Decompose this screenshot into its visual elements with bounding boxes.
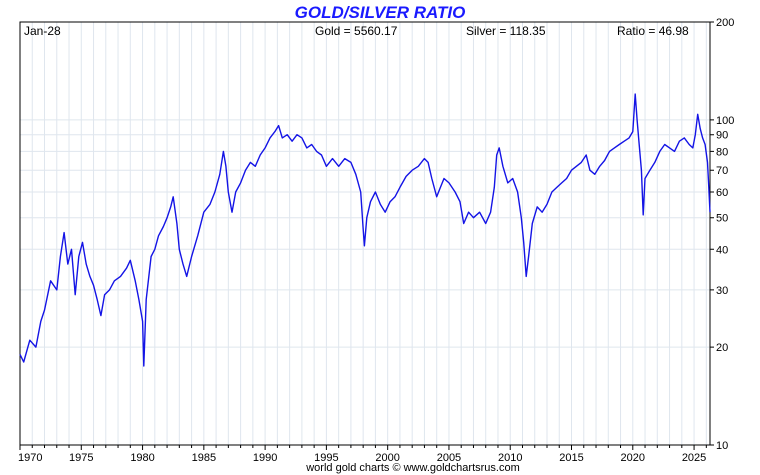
y-tick-label: 70 [716,165,728,177]
y-tick-label: 30 [716,285,728,297]
header-gold-price: Gold = 5560.17 [315,24,398,38]
x-tick-label: 2005 [437,452,461,464]
grid-lines [19,22,710,445]
y-tick-label: 20 [716,342,728,354]
x-tick-label: 1990 [253,452,277,464]
y-tick-label: 90 [716,130,728,142]
y-tick-label: 50 [716,213,728,225]
x-tick-label: 1995 [314,452,338,464]
credit-text: world gold charts © www.goldchartsrus.co… [305,462,520,474]
y-tick-label: 200 [716,17,734,29]
series-layer [19,93,711,367]
y-tick-label: 80 [716,146,728,158]
x-tick-label: 1975 [69,452,93,464]
x-tick-label: 2015 [559,452,583,464]
x-tick-label: 1985 [192,452,216,464]
x-tick-label: 2020 [621,452,645,464]
y-tick-label: 100 [716,115,734,127]
chart-title: GOLD/SILVER RATIO [295,3,466,22]
header-silver-price: Silver = 118.35 [466,24,546,38]
x-axis: 1970 1975 1980 1985 1990 1995 2000 2005 2010 2015… [18,445,707,464]
y-tick-label: 40 [716,244,728,256]
x-tick-label: 2010 [498,452,522,464]
y-axis: 200 100 90 80 70 60 50 40 30 20 10 [710,17,734,452]
y-tick-label: 10 [716,440,728,452]
header-date: Jan-28 [24,24,61,38]
x-tick-label: 1980 [130,452,154,464]
header-ratio-value: Ratio = 46.98 [617,24,689,38]
x-tick-label: 2025 [682,452,706,464]
series-line-ratio [19,93,711,367]
x-tick-label: 1970 [18,452,42,464]
plot-frame [19,21,711,446]
x-tick-label: 2000 [375,452,399,464]
y-tick-label: 60 [716,187,728,199]
